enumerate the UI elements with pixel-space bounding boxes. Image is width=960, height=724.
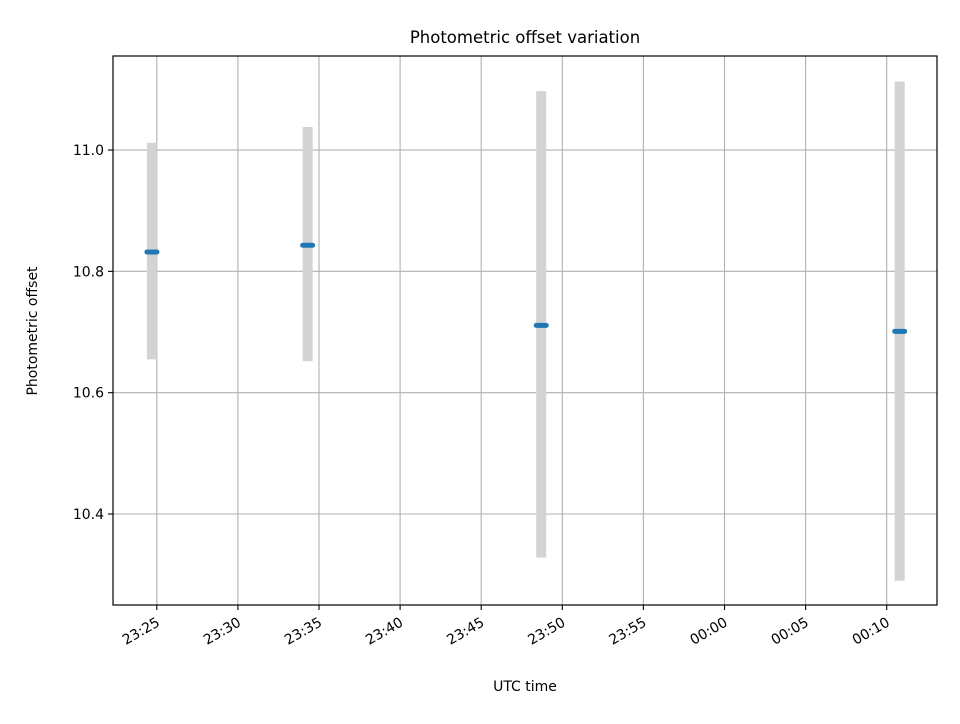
y-tick-label: 10.6 — [73, 386, 104, 402]
y-axis-ticks: 10.4 10.6 10.8 11.0 — [73, 143, 113, 523]
x-axis-label: UTC time — [493, 679, 557, 695]
y-tick-label: 10.4 — [73, 507, 104, 523]
y-tick-label: 10.8 — [73, 264, 104, 280]
plot-frame — [112, 55, 938, 606]
data-points — [144, 242, 908, 334]
chart-title: Photometric offset variation — [410, 28, 640, 47]
y-axis-label: Photometric offset — [25, 266, 41, 396]
y-tick-label: 11.0 — [73, 143, 104, 159]
grid — [113, 56, 937, 605]
